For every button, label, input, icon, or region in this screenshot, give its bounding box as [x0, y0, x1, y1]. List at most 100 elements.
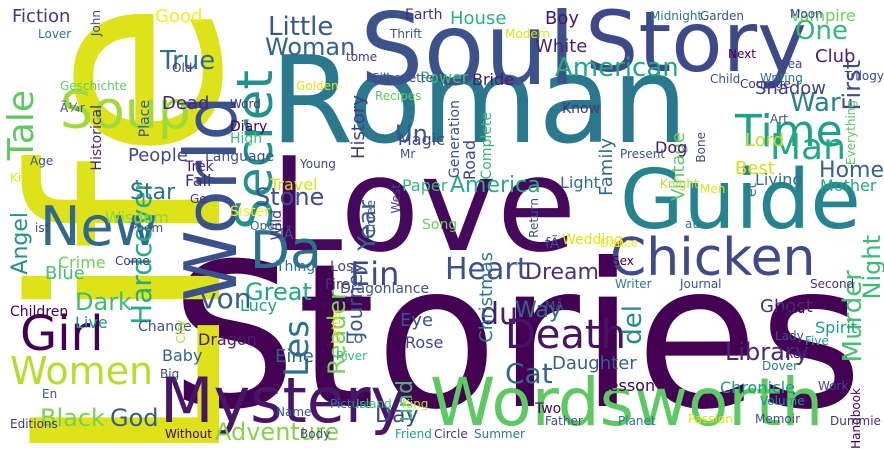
word-da: Da: [250, 221, 322, 281]
word-midnight: Midnight: [650, 9, 703, 23]
word-ein: Ein: [350, 255, 400, 293]
word-children: Children: [10, 304, 69, 320]
word-open: Open: [250, 219, 283, 233]
word-west: West: [389, 184, 403, 214]
word-editions: Editions: [10, 417, 58, 431]
word-crime: Crime: [58, 253, 106, 272]
word-best: Best: [735, 158, 775, 179]
word-volume: Volume: [760, 394, 805, 408]
word-dance: Dance: [600, 236, 639, 250]
word-heart: Heart: [445, 252, 529, 287]
word-roman: Roman: [270, 32, 688, 171]
word-a-1-4r: Ã¼r: [60, 101, 85, 115]
word-mr: Mr: [400, 147, 416, 161]
word-day: Day: [375, 403, 419, 428]
word-shadow: Shadow: [755, 78, 827, 99]
word-young: Young: [300, 157, 336, 171]
word-fiction: Fiction: [12, 6, 71, 27]
word-return: Return: [527, 198, 541, 238]
word-father: Father: [545, 414, 583, 428]
word-time: Time: [735, 106, 843, 157]
word-earth: Earth: [405, 7, 443, 23]
word-lucy: Lucy: [240, 296, 278, 315]
word-letter: Letter: [329, 308, 343, 344]
word-la: lÃ: [280, 227, 294, 243]
word-sister: Sister: [230, 204, 270, 220]
word-without: Without: [165, 427, 212, 441]
word-dover: Dover: [762, 359, 798, 373]
word-night: Night: [858, 235, 884, 300]
word-history: History: [348, 95, 369, 160]
word-ist: ist: [35, 221, 50, 235]
word-mystery: Mystery: [160, 364, 408, 437]
word-recipes: Recipes: [375, 89, 422, 103]
word-fall: Fall: [185, 171, 212, 190]
word-thrift: Thrift: [390, 27, 422, 41]
word-knight: Knight: [660, 177, 699, 191]
word-power: Power: [420, 68, 469, 87]
word-spirit: Spirit: [815, 318, 858, 337]
word-diary: Diary: [230, 119, 268, 135]
word-memoir: Memoir: [755, 412, 801, 426]
word-one: One: [795, 16, 848, 46]
word-star: Star: [130, 180, 176, 205]
word-live: Live: [75, 313, 108, 332]
word-red: Red: [785, 347, 808, 361]
word-black: Black: [40, 404, 105, 432]
word-garden: Garden: [700, 9, 744, 23]
word-planet: Planet: [618, 414, 656, 428]
word-woman: Woman: [265, 33, 356, 61]
word-john: John: [89, 10, 103, 37]
word-von: von: [200, 282, 252, 315]
word-golden: Golden: [296, 79, 339, 93]
word-love: Love: [270, 129, 577, 281]
word-sea: Sea: [780, 57, 803, 71]
word-wild: Wild: [269, 210, 285, 241]
word-wordsworth: Wordsworth: [430, 364, 824, 441]
word-lost: Lost: [330, 259, 359, 275]
word-girl: Girl: [20, 306, 104, 362]
word-dark: Dark: [75, 288, 132, 316]
word-journal: Journal: [680, 277, 722, 291]
word-silhouette: Silhouette: [372, 71, 434, 85]
word-complete: Complete: [479, 112, 495, 180]
word-lesson: Lesson: [600, 376, 656, 395]
word-men: Men: [700, 182, 726, 196]
word-road: Road: [460, 140, 479, 181]
word-three: Three: [364, 200, 378, 235]
word-lover: Lover: [38, 27, 72, 41]
word-dummie: Dummie: [830, 414, 881, 428]
word-stone: Stone: [255, 183, 325, 211]
word-soul: Soul: [360, 0, 576, 108]
word-place: Place: [137, 100, 153, 138]
word-guide: Guide: [620, 153, 861, 248]
word-chicken: Chicken: [610, 228, 816, 288]
word-magic: Magic: [398, 130, 446, 149]
word-god: God: [110, 404, 159, 432]
word-et: et: [744, 183, 760, 198]
word-soup: Soup: [60, 81, 191, 141]
word-true: True: [160, 46, 216, 76]
word-man: Man: [770, 127, 846, 168]
word-king: King: [402, 397, 429, 411]
word-home: Home: [819, 158, 884, 183]
word-mother: Mother: [820, 176, 877, 195]
word-geschichte: Geschichte: [60, 79, 127, 93]
word-great: Great: [245, 278, 312, 306]
word-good: Good: [155, 6, 203, 27]
word-paper: Paper: [402, 176, 448, 195]
word-american: American: [555, 53, 679, 83]
word-rose: Rose: [405, 333, 444, 352]
word-tale: Tale: [1, 90, 42, 161]
word-bride: Bride: [472, 70, 514, 89]
word-christmas: Christmas: [476, 252, 497, 343]
word-dragonlance: Dragonlance: [340, 281, 430, 297]
word-angel: Angel: [8, 212, 33, 275]
word-ghost: Ghost: [760, 296, 813, 317]
word-little: Little: [268, 12, 334, 42]
word-wedding: Wedding: [562, 232, 624, 248]
word-present: Present: [620, 147, 666, 161]
word-language: Language: [205, 149, 275, 165]
word-moon: Moon: [790, 7, 823, 21]
